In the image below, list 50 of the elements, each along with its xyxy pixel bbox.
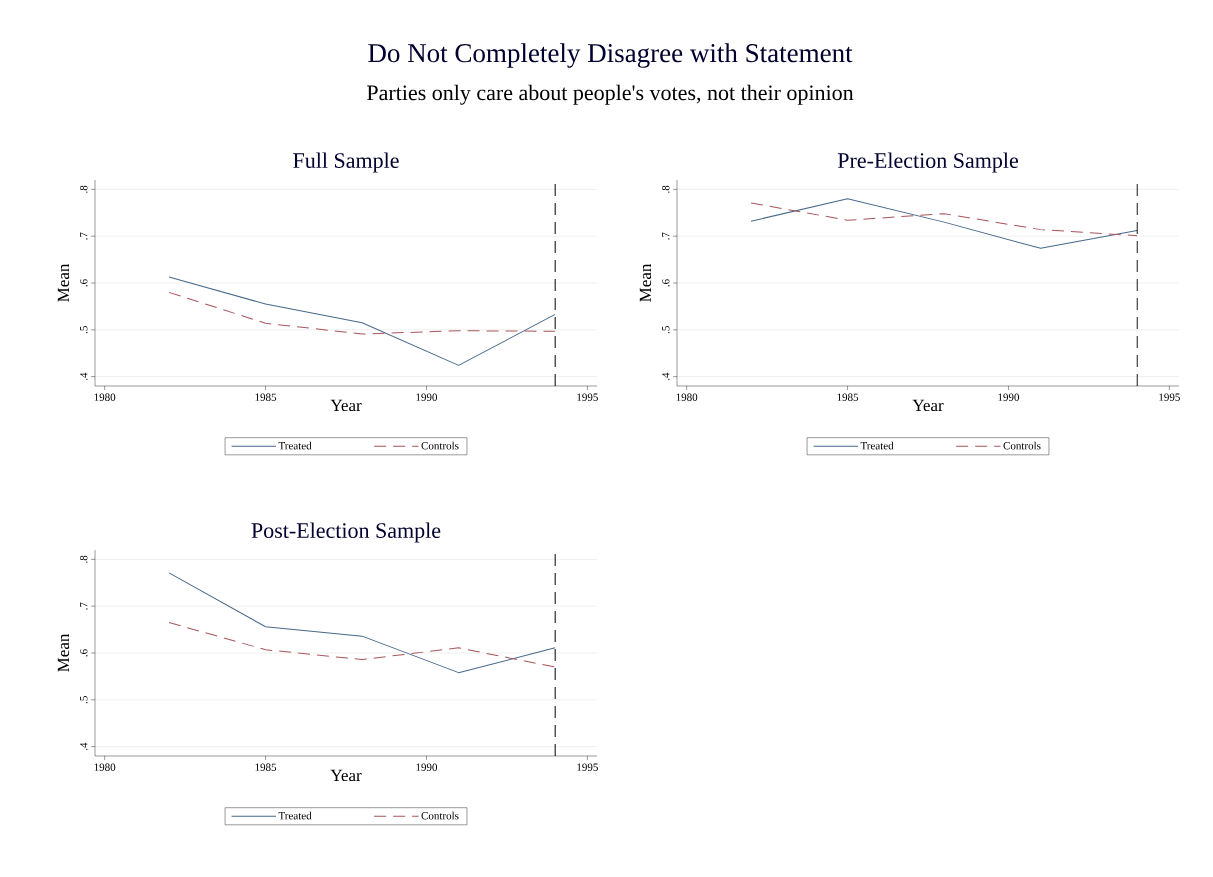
chart-title: Post-Election Sample: [251, 522, 441, 543]
x-tick-label: 1980: [94, 393, 116, 401]
legend-label: Treated: [860, 441, 894, 450]
x-tick-label: 1995: [577, 763, 598, 771]
x-tick-label: 1995: [577, 393, 598, 401]
y-tick-label: .6: [80, 649, 88, 657]
y-axis-title: Mean: [57, 633, 70, 672]
y-tick-label: .6: [80, 279, 88, 287]
x-tick-label: 1980: [94, 763, 116, 771]
x-axis-title: Year: [330, 399, 362, 412]
y-tick-label: .5: [80, 696, 88, 704]
line-series: [168, 572, 556, 674]
y-tick-label: .6: [662, 279, 670, 287]
legend-label: Controls: [421, 811, 459, 820]
y-tick-label: .7: [80, 602, 88, 610]
x-tick-label: 1990: [416, 763, 438, 771]
line-series: [750, 198, 1138, 249]
legend-label: Controls: [421, 441, 459, 450]
y-tick-label: .4: [662, 372, 670, 381]
legend-label: Treated: [278, 441, 312, 450]
x-tick-label: 1995: [1159, 393, 1180, 401]
x-axis-title: Year: [912, 399, 944, 412]
x-tick-label: 1985: [255, 763, 277, 771]
line-series: [168, 291, 556, 335]
line-series: [750, 202, 1138, 237]
y-tick-label: .8: [80, 555, 88, 563]
x-tick-label: 1980: [676, 393, 698, 401]
y-tick-label: .4: [80, 372, 88, 381]
chart-title: Pre-Election Sample: [837, 152, 1018, 173]
y-tick-label: .5: [662, 326, 670, 334]
line-series: [168, 276, 556, 366]
legend-label: Controls: [1003, 441, 1041, 450]
y-axis-title: Mean: [639, 263, 652, 302]
text: Parties only care about people's votes, not their opinion: [367, 84, 854, 105]
chart-title: Full Sample: [293, 152, 399, 173]
x-tick-label: 1990: [998, 393, 1020, 401]
y-tick-label: .5: [80, 326, 88, 334]
x-axis-title: Year: [330, 769, 362, 782]
y-tick-label: .4: [80, 742, 88, 751]
x-tick-label: 1985: [255, 393, 277, 401]
y-tick-label: .8: [80, 185, 88, 193]
line-series: [168, 622, 556, 668]
y-tick-label: .7: [80, 232, 88, 240]
y-tick-label: .7: [662, 232, 670, 240]
y-axis-title: Mean: [57, 263, 70, 302]
x-tick-label: 1985: [837, 393, 859, 401]
x-tick-label: 1990: [416, 393, 438, 401]
legend-label: Treated: [278, 811, 312, 820]
y-tick-label: .8: [662, 185, 670, 193]
text: Do Not Completely Disagree with Statement: [368, 43, 853, 68]
